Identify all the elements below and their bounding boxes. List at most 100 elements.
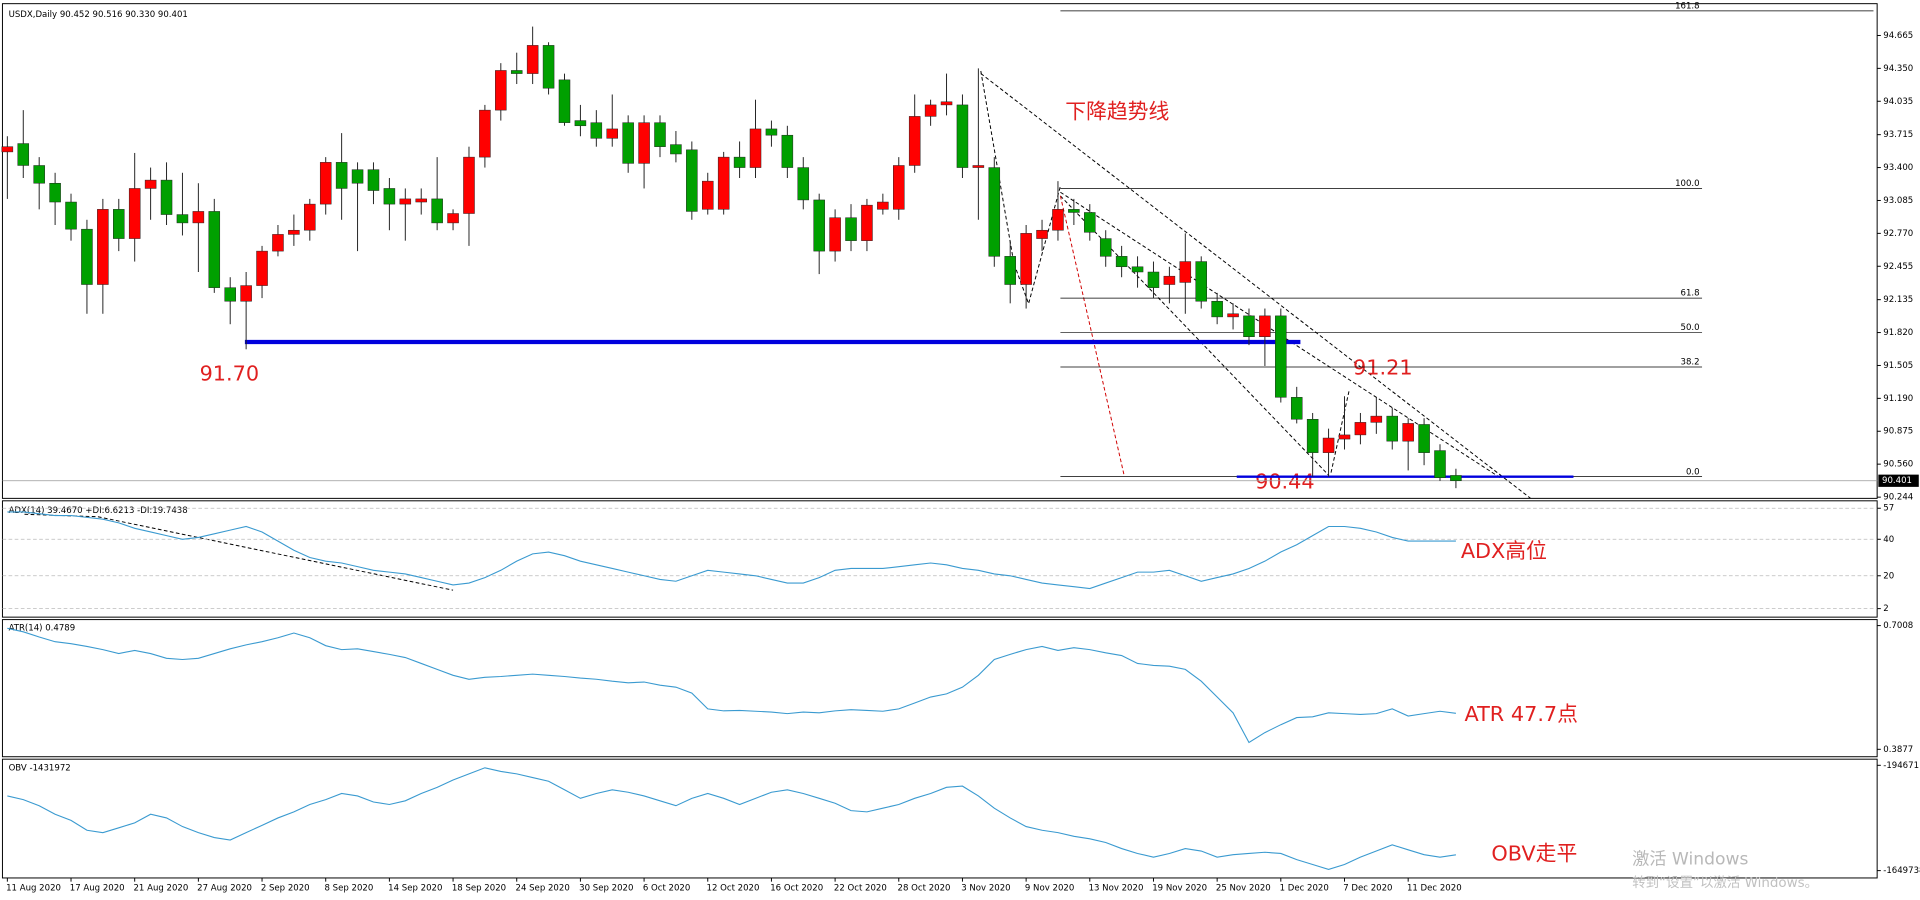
candle-body [495,70,507,111]
candle-body [256,250,268,286]
y-tick-label: 93.085 [1883,196,1913,206]
candle-body [1195,261,1207,302]
y-tick-label: -194671 [1883,761,1919,771]
candle-body [1402,423,1414,442]
candle-body [574,120,587,127]
y-tick-label: 91.820 [1883,328,1913,338]
candle-body [81,228,93,285]
x-tick-label: 13 Nov 2020 [1089,883,1144,893]
candle-body [399,198,412,205]
candle-body [1211,300,1223,318]
y-tick-label: 0.7008 [1883,621,1913,631]
candle-body [717,156,730,210]
zigzag [1330,389,1350,473]
watermark: 转到“设置”以激活 Windows。 [1632,875,1818,891]
fib-label: 100.0 [1675,179,1700,189]
candle-body [781,134,794,168]
x-tick-label: 24 Sep 2020 [516,883,570,893]
y-tick-label: 40 [1883,535,1894,545]
candle-body [1147,271,1160,288]
candle-body [144,179,157,189]
x-tick-label: 22 Oct 2020 [834,883,887,893]
atr-panel [1,619,1878,758]
candle-body [749,128,762,168]
candle-body [447,213,459,224]
candle-body [670,144,682,155]
fib-label: 50.0 [1681,323,1700,333]
x-tick-label: 14 Sep 2020 [388,883,442,893]
candle-body [240,285,252,302]
candle-body [1131,266,1144,273]
x-tick-label: 17 Aug 2020 [70,883,125,893]
candle-body [1036,229,1048,239]
fib-label: 0.0 [1686,467,1700,477]
x-tick-label: 30 Sep 2020 [579,883,633,893]
trendline [1059,195,1125,476]
candle-body [49,182,61,203]
x-tick-label: 16 Oct 2020 [770,883,823,893]
candle-body [606,128,619,139]
indicator-line [7,511,1456,590]
candle-body [367,169,380,191]
candle-body [765,128,778,136]
candle-body [351,169,364,184]
panel-title: ATR(14) 0.4789 [9,624,76,634]
y-tick-label: 94.035 [1883,97,1913,107]
candle-body [702,180,714,210]
last-price-label: 90.401 [1882,476,1912,486]
candle-body [526,45,539,74]
y-tick-label: 91.190 [1883,394,1913,404]
candle-body [829,217,841,252]
indicator-line [7,767,1456,870]
y-tick-label: 94.350 [1883,64,1913,74]
candle-body [1227,313,1239,318]
candle-body [208,211,221,288]
annotation: ADX高位 [1461,539,1547,563]
x-tick-label: 11 Aug 2020 [6,883,61,893]
candle-body [622,122,634,164]
fib-label: 38.2 [1681,358,1700,368]
candle-body [431,198,443,224]
candle-body [304,203,316,231]
x-tick-label: 25 Nov 2020 [1216,883,1271,893]
candle-body [558,79,571,123]
candle-body [1052,209,1064,231]
y-tick-label: 94.665 [1883,31,1913,41]
x-tick-label: 18 Sep 2020 [452,883,506,893]
y-tick-label: 93.715 [1883,130,1913,140]
y-tick-label: 20 [1883,571,1894,581]
candle-body [1068,209,1080,213]
candle-body [908,116,921,166]
x-tick-label: 7 Dec 2020 [1343,883,1392,893]
candle-body [160,179,173,215]
candle-body [1179,261,1192,283]
y-tick-label: 90.244 [1883,493,1913,503]
y-tick-label: 92.455 [1883,262,1913,272]
trendline [980,73,1531,499]
y-tick-label: 2 [1883,604,1888,614]
y-tick-label: 90.560 [1883,460,1913,470]
x-tick-label: 12 Oct 2020 [707,883,760,893]
x-tick-label: 11 Dec 2020 [1407,883,1462,893]
candle-body [1370,415,1383,423]
x-tick-label: 6 Oct 2020 [643,883,691,893]
candle-body [176,214,189,224]
y-tick-label: 90.875 [1883,427,1913,437]
candle-body [128,188,141,239]
x-tick-label: 3 Nov 2020 [961,883,1010,893]
candle-body [1115,256,1128,268]
candle-body [319,162,332,205]
candle-body [288,229,300,235]
candle-body [972,165,985,168]
candle-body [1418,424,1430,453]
y-tick-label: 92.770 [1883,229,1913,239]
candle-body [1434,450,1446,478]
candle-body [479,109,491,158]
candle-body [383,188,396,205]
fib-label: 61.8 [1681,289,1700,299]
candle-body [272,234,284,252]
candle-body [893,165,905,210]
candle-body [1290,397,1303,420]
candle-body [1354,422,1367,436]
main-panel [1,3,1878,499]
